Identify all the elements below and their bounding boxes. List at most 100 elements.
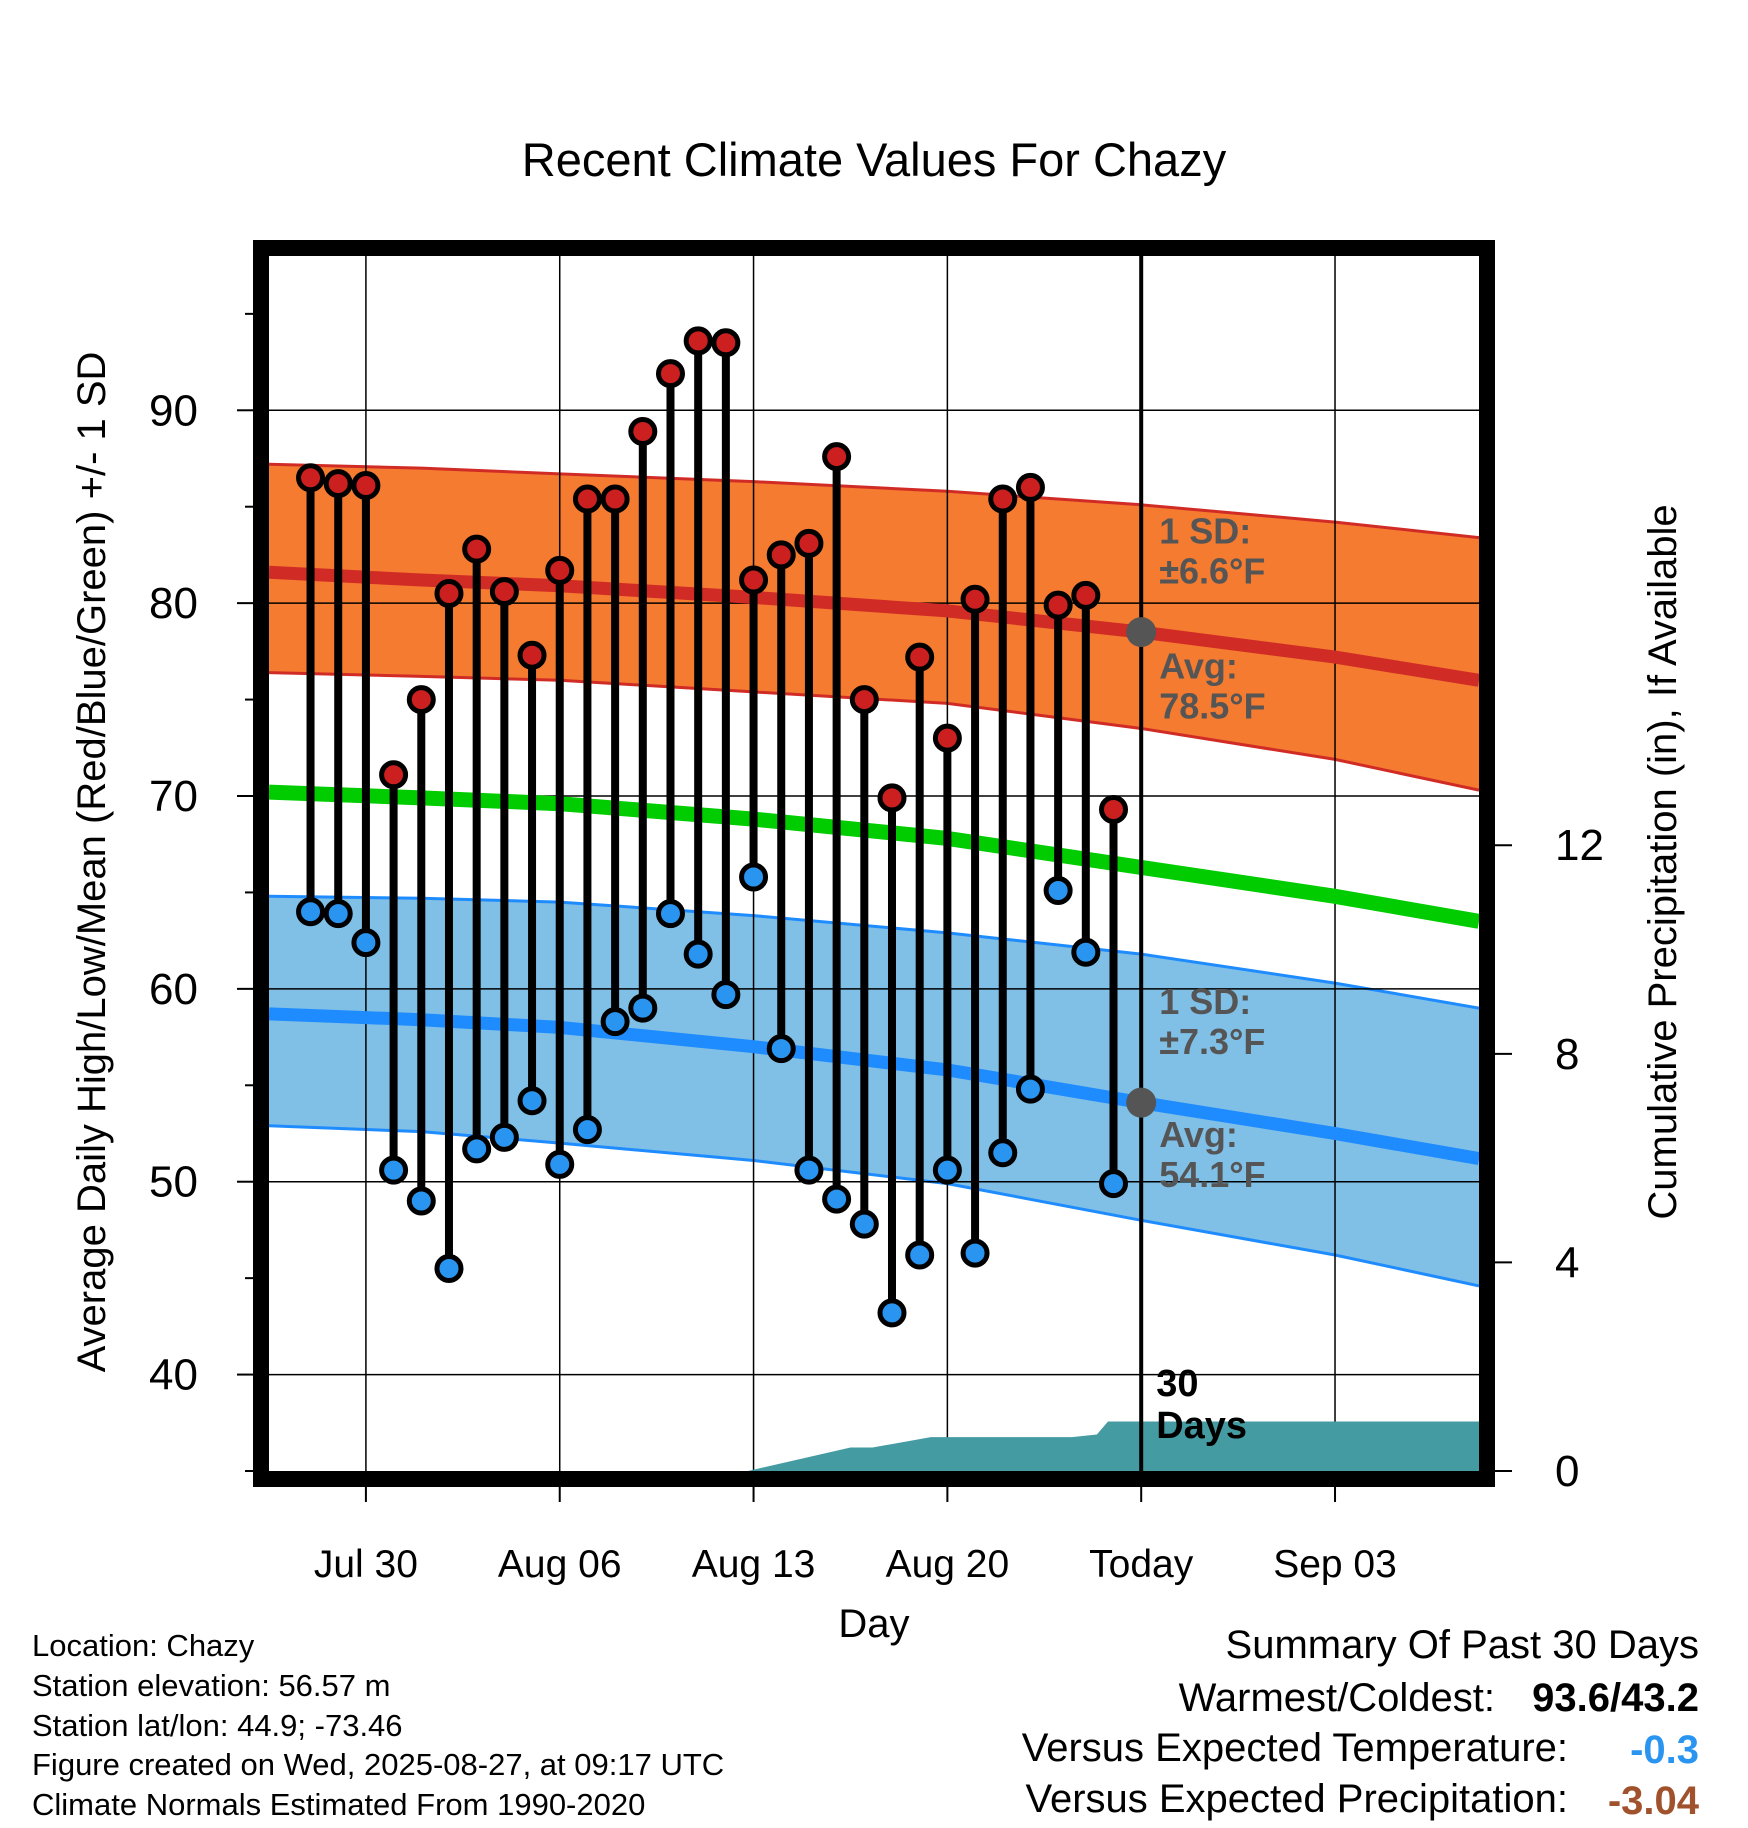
- y-tick-label: 90: [149, 386, 198, 435]
- low-point: [600, 1007, 630, 1037]
- low-point: [822, 1184, 852, 1214]
- low-sd-lower-edge: [269, 1124, 1479, 1288]
- footer-latlon: Station lat/lon: 44.9; -73.46: [32, 1708, 403, 1743]
- high-point: [766, 540, 796, 570]
- low-point: [683, 939, 713, 969]
- high-point: [739, 565, 769, 595]
- today-marker-layer: 30 Days: [1126, 256, 1247, 1471]
- footer-normals: Climate Normals Estimated From 1990-2020: [32, 1787, 646, 1822]
- low-sd-annotation: 1 SD: ±7.3°F: [1159, 981, 1265, 1062]
- low-sd-band: [269, 896, 1479, 1286]
- y-tick-label: 60: [149, 965, 198, 1014]
- summary-precip-label: Versus Expected Precipitation:: [1025, 1777, 1568, 1821]
- y2-tick-label: 12: [1555, 821, 1604, 870]
- y-tick-label: 80: [149, 579, 198, 628]
- high-point: [434, 579, 464, 608]
- y2-axis-label: Cumulative Precipitation (in), If Availa…: [1641, 504, 1685, 1219]
- normals-annotations: 1 SD: ±6.6°F Avg: 78.5°F 1 SD: ±7.3°F Avg: 54.1…: [1159, 510, 1265, 1195]
- y-tick-label: 70: [149, 772, 198, 821]
- low-point: [849, 1209, 879, 1239]
- high-point: [1071, 580, 1101, 610]
- high-point: [517, 640, 547, 670]
- footer-elevation: Station elevation: 56.57 m: [32, 1668, 391, 1703]
- high-point: [628, 417, 658, 446]
- y2-tick-label: 4: [1555, 1238, 1579, 1287]
- precip-area: [269, 1421, 1479, 1471]
- low-point: [766, 1034, 796, 1064]
- today-low-marker: [1126, 1087, 1157, 1118]
- high-avg-annotation: Avg: 78.5°F: [1159, 645, 1265, 726]
- high-point: [379, 760, 409, 790]
- low-point: [517, 1086, 547, 1116]
- low-point: [1015, 1074, 1045, 1104]
- high-sd-upper-edge: [269, 462, 1479, 540]
- avg-mean-line: [269, 784, 1479, 929]
- precipitation-area: [269, 1421, 1479, 1471]
- high-point: [1099, 795, 1129, 824]
- axes: 40 50 60 70 80 90 0 4 8 12 Jul 30 Aug 06 Aug 13 Aug 2…: [149, 312, 1604, 1586]
- summary-warm-cold-value: 93.6/43.2: [1532, 1676, 1699, 1720]
- summary-warm-cold-label: Warmest/Coldest:: [1178, 1676, 1495, 1720]
- high-point: [1043, 590, 1073, 620]
- summary-temp-label: Versus Expected Temperature:: [1021, 1726, 1568, 1770]
- high-point: [683, 326, 713, 356]
- high-point: [1015, 472, 1045, 502]
- low-point: [655, 899, 685, 929]
- low-point: [545, 1149, 575, 1179]
- low-sd-upper-edge: [269, 894, 1479, 1010]
- x-tick-label: Jul 30: [314, 1543, 418, 1586]
- summary-precip-value: -3.04: [1607, 1779, 1699, 1823]
- high-point: [988, 484, 1018, 514]
- low-point: [462, 1134, 492, 1164]
- x-tick-label: Sep 03: [1273, 1543, 1397, 1586]
- x-tick-label: Aug 13: [692, 1543, 816, 1586]
- low-avg-annotation: Avg: 54.1°F: [1159, 1114, 1265, 1195]
- low-point: [296, 897, 326, 927]
- daily-points: [296, 326, 1129, 1328]
- high-point: [849, 685, 879, 715]
- high-point: [600, 484, 630, 514]
- high-point: [905, 642, 935, 672]
- high-point: [351, 471, 381, 500]
- daily-range-stems: [306, 340, 1118, 1313]
- y2-tick-label: 0: [1555, 1447, 1579, 1496]
- footer-location: Location: Chazy: [32, 1628, 255, 1663]
- high-point: [545, 555, 575, 585]
- high-point: [655, 359, 685, 389]
- chart-title: Recent Climate Values For Chazy: [522, 133, 1227, 186]
- high-sd-band: [269, 464, 1479, 791]
- high-sd-annotation: 1 SD: ±6.6°F: [1159, 510, 1265, 591]
- low-point: [379, 1155, 409, 1185]
- high-point: [822, 442, 852, 472]
- high-point: [960, 584, 990, 614]
- x-tick-label: Aug 20: [886, 1543, 1010, 1586]
- low-point: [351, 928, 381, 958]
- high-point: [711, 328, 741, 358]
- low-point: [739, 862, 769, 892]
- high-point: [489, 577, 519, 607]
- low-point: [960, 1238, 990, 1268]
- high-point: [323, 469, 353, 499]
- high-point: [296, 463, 326, 493]
- low-point: [1043, 876, 1073, 905]
- today-days-label: 30 Days: [1156, 1363, 1247, 1447]
- summary-temp-value: -0.3: [1630, 1728, 1699, 1772]
- y-axis-label: Average Daily High/Low/Mean (Red/Blue/Gr…: [70, 352, 114, 1373]
- low-point: [905, 1240, 935, 1270]
- low-point: [434, 1254, 464, 1283]
- low-point: [489, 1122, 519, 1152]
- low-point: [932, 1155, 962, 1185]
- today-high-marker: [1126, 617, 1157, 648]
- high-point: [462, 534, 492, 564]
- x-tick-label: Today: [1089, 1543, 1194, 1586]
- low-point: [988, 1138, 1018, 1168]
- avg-low-line: [269, 1007, 1479, 1166]
- low-point: [628, 993, 658, 1023]
- y-tick-label: 50: [149, 1158, 198, 1207]
- x-tick-label: Aug 06: [498, 1543, 622, 1586]
- y-tick-label: 40: [149, 1351, 198, 1400]
- low-point: [572, 1115, 602, 1145]
- low-point: [323, 899, 353, 929]
- y2-tick-label: 8: [1555, 1030, 1579, 1079]
